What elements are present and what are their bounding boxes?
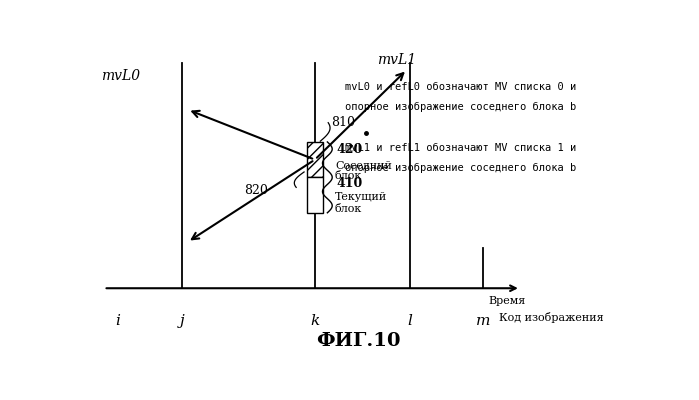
Text: k: k	[310, 314, 319, 328]
Text: mvL1 и refL1 обозначают MV списка 1 и: mvL1 и refL1 обозначают MV списка 1 и	[345, 143, 576, 153]
Text: l: l	[408, 314, 412, 328]
Text: i: i	[115, 314, 120, 328]
Text: опорное изображение соседнего блока b: опорное изображение соседнего блока b	[345, 102, 576, 112]
Text: блок: блок	[335, 204, 362, 214]
Text: mvL1: mvL1	[377, 53, 417, 67]
Text: Код изображения: Код изображения	[499, 312, 604, 323]
Text: j: j	[180, 314, 185, 328]
Text: опорное изображение соседнего блока b: опорное изображение соседнего блока b	[345, 163, 576, 173]
Text: блок: блок	[335, 170, 362, 180]
Text: mvL0: mvL0	[101, 69, 140, 83]
Text: Текущий: Текущий	[335, 192, 387, 202]
Text: 410: 410	[337, 177, 363, 190]
Text: 810: 810	[331, 116, 355, 129]
Text: Время: Время	[488, 296, 526, 306]
Text: 820: 820	[245, 184, 268, 197]
Bar	[307, 142, 323, 177]
Bar	[307, 177, 323, 213]
Text: m: m	[475, 314, 490, 328]
Text: Соседний: Соседний	[335, 160, 392, 170]
Text: 420: 420	[337, 142, 363, 156]
Text: mvL0 и refL0 обозначают MV списка 0 и: mvL0 и refL0 обозначают MV списка 0 и	[345, 82, 576, 92]
Text: ФИГ.10: ФИГ.10	[316, 332, 401, 350]
